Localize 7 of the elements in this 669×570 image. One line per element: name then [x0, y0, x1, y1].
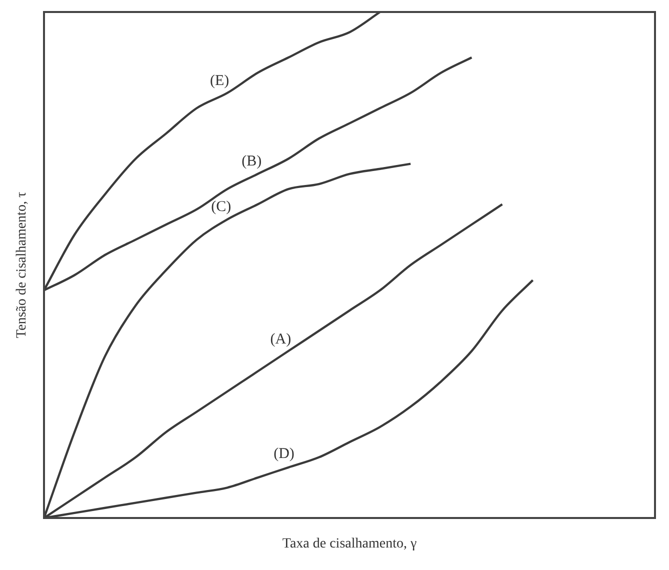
series-label: (E) [210, 73, 230, 90]
y-axis-title: Tensão de cisalhamento, τ [14, 192, 30, 338]
series-label: (A) [270, 331, 292, 348]
x-axis-title: Taxa de cisalhamento, γ [282, 536, 417, 552]
series-label: (C) [211, 198, 232, 215]
series-label: (D) [274, 446, 294, 462]
series-label: (B) [242, 153, 262, 170]
